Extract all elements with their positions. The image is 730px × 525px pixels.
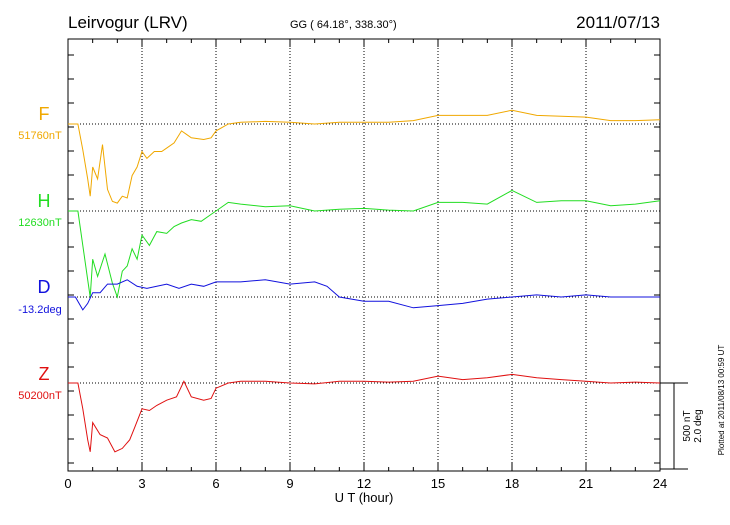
x-tick-label-24: 24 xyxy=(653,476,667,491)
x-tick-label-21: 21 xyxy=(579,476,593,491)
series-name-H: H xyxy=(38,191,51,211)
series-name-Z: Z xyxy=(39,364,50,384)
x-tick-label-6: 6 xyxy=(212,476,219,491)
x-tick-label-12: 12 xyxy=(357,476,371,491)
chart-date: 2011/07/13 xyxy=(576,13,660,32)
plotted-timestamp: Plotted at 2011/08/13 00:59 UT xyxy=(717,345,726,456)
series-name-D: D xyxy=(38,277,51,297)
x-tick-label-9: 9 xyxy=(286,476,293,491)
x-tick-label-18: 18 xyxy=(505,476,519,491)
series-baseline-label-F: 51760nT xyxy=(18,130,62,142)
series-layer xyxy=(68,109,661,453)
x-tick-label-3: 3 xyxy=(138,476,145,491)
label-layer: F 51760nT H 12630nT D -13.2deg Z 50200nT xyxy=(18,104,62,402)
x-tick-label-15: 15 xyxy=(431,476,445,491)
series-baseline-label-H: 12630nT xyxy=(18,217,62,229)
series-line-H xyxy=(68,189,661,299)
grid-layer xyxy=(68,39,660,471)
series-line-D xyxy=(68,279,660,311)
scale-label-nt: 500 nT xyxy=(682,410,693,441)
scale-label-deg: 2.0 deg xyxy=(693,409,704,442)
tick-layer: 0 3 6 9 12 15 18 21 24 xyxy=(64,39,667,491)
station-coords: GG ( 64.18°, 338.30°) xyxy=(290,19,397,31)
series-baseline-label-Z: 50200nT xyxy=(18,390,62,402)
x-tick-label-0: 0 xyxy=(64,476,71,491)
x-axis-title: U T (hour) xyxy=(335,490,394,505)
series-baseline-label-D: -13.2deg xyxy=(18,304,61,316)
station-title: Leirvogur (LRV) xyxy=(68,13,188,32)
series-line-F xyxy=(68,109,661,204)
series-name-F: F xyxy=(39,104,50,124)
series-line-Z xyxy=(68,373,661,453)
